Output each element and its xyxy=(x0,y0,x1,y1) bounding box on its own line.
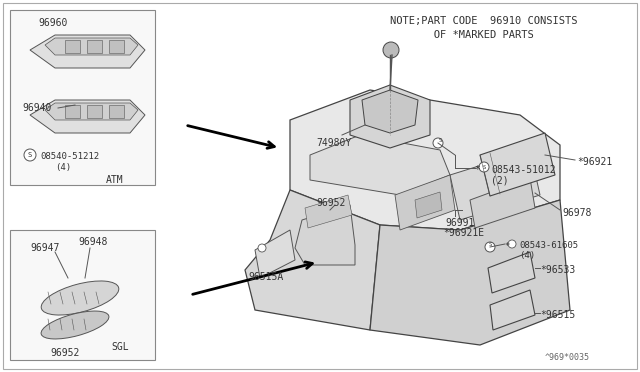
Polygon shape xyxy=(109,105,124,118)
Text: (4): (4) xyxy=(519,251,535,260)
Text: S: S xyxy=(438,138,442,142)
Text: *: * xyxy=(475,165,487,175)
Polygon shape xyxy=(450,150,540,220)
Polygon shape xyxy=(290,90,560,230)
Polygon shape xyxy=(490,290,535,330)
Polygon shape xyxy=(470,178,535,228)
Polygon shape xyxy=(305,195,352,228)
Polygon shape xyxy=(87,40,102,53)
Text: *96515: *96515 xyxy=(540,310,575,320)
Polygon shape xyxy=(45,38,138,55)
Polygon shape xyxy=(65,40,80,53)
Circle shape xyxy=(433,138,443,148)
Text: SGL: SGL xyxy=(111,342,129,352)
Polygon shape xyxy=(480,133,555,196)
Text: S: S xyxy=(483,164,486,170)
Text: ATM: ATM xyxy=(106,175,124,185)
Text: (2): (2) xyxy=(491,175,509,185)
Polygon shape xyxy=(295,205,355,265)
Text: S: S xyxy=(28,152,32,158)
Circle shape xyxy=(383,42,399,58)
Text: NOTE;PART CODE  96910 CONSISTS: NOTE;PART CODE 96910 CONSISTS xyxy=(390,16,577,26)
Text: *96533: *96533 xyxy=(540,265,575,275)
Polygon shape xyxy=(362,90,418,133)
Polygon shape xyxy=(310,135,450,195)
Text: 08540-51212: 08540-51212 xyxy=(40,152,99,161)
Text: 74980Y: 74980Y xyxy=(316,138,351,148)
Text: OF *MARKED PARTS: OF *MARKED PARTS xyxy=(390,30,534,40)
Polygon shape xyxy=(245,190,380,330)
Text: 96940: 96940 xyxy=(22,103,51,113)
Text: (4): (4) xyxy=(55,163,71,172)
Text: *: * xyxy=(505,242,516,251)
Circle shape xyxy=(258,244,266,252)
Text: *96921: *96921 xyxy=(577,157,612,167)
Polygon shape xyxy=(255,230,295,278)
Circle shape xyxy=(485,242,495,252)
Text: 08543-61605: 08543-61605 xyxy=(519,241,578,250)
Text: 96947: 96947 xyxy=(30,243,60,253)
Circle shape xyxy=(508,240,516,248)
Polygon shape xyxy=(395,175,455,230)
Ellipse shape xyxy=(41,281,119,315)
Polygon shape xyxy=(65,105,80,118)
Text: 96952: 96952 xyxy=(50,348,79,358)
Polygon shape xyxy=(415,192,442,218)
Bar xyxy=(10,10,155,185)
Text: S: S xyxy=(488,241,492,247)
Polygon shape xyxy=(30,35,145,68)
Polygon shape xyxy=(370,200,570,345)
Polygon shape xyxy=(488,252,535,293)
Ellipse shape xyxy=(41,311,109,339)
Polygon shape xyxy=(45,103,138,120)
Polygon shape xyxy=(87,105,102,118)
Text: 96515A: 96515A xyxy=(248,272,284,282)
Circle shape xyxy=(479,162,489,172)
Polygon shape xyxy=(109,40,124,53)
Text: 96960: 96960 xyxy=(38,18,67,28)
Text: 96978: 96978 xyxy=(562,208,591,218)
Text: *96921E: *96921E xyxy=(443,228,484,238)
Polygon shape xyxy=(350,85,430,148)
Polygon shape xyxy=(30,100,145,133)
Text: 96991: 96991 xyxy=(445,218,474,228)
Text: ^969*0035: ^969*0035 xyxy=(545,353,590,362)
Circle shape xyxy=(24,149,36,161)
Bar xyxy=(10,230,155,360)
Text: 96952: 96952 xyxy=(316,198,346,208)
Text: 08543-51012: 08543-51012 xyxy=(491,165,556,175)
Text: 96948: 96948 xyxy=(78,237,108,247)
